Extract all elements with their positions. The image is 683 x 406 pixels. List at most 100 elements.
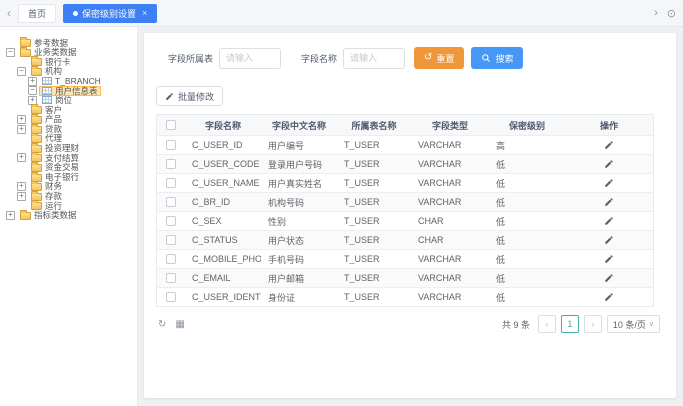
table-row[interactable]: C_USER_CODE 登录用户号码 T_USER VARCHAR 低 (157, 155, 653, 174)
tree-item[interactable]: + 贷款 (2, 123, 135, 134)
folder-icon (31, 142, 42, 153)
tree-item-label: 投资理财 (45, 143, 80, 154)
tree-item[interactable]: 运行 (2, 200, 135, 211)
row-checkbox[interactable] (166, 216, 176, 226)
table-name-cell: T_USER (344, 273, 380, 283)
tree-item[interactable]: + 产品 (2, 114, 135, 125)
tree-item[interactable]: 投资理财 (2, 142, 135, 154)
tree-item[interactable]: + 指标类数据 (2, 209, 135, 221)
expander-icon[interactable]: + (17, 182, 26, 192)
tree-item[interactable]: + T_BRANCH (2, 76, 135, 86)
tree-item-label: 参考数据 (34, 37, 69, 48)
tree-item-label: 财务 (45, 181, 63, 192)
tree-item[interactable]: 参考数据 (2, 37, 135, 48)
table-row[interactable]: C_STATUS 用户状态 T_USER CHAR 低 (157, 231, 653, 250)
folder-icon (20, 46, 31, 57)
page-1-button[interactable]: 1 (560, 315, 579, 333)
tree-item[interactable]: 银行卡 (2, 56, 135, 67)
row-checkbox[interactable] (166, 254, 176, 264)
tree-item-label: 支付结算 (45, 152, 80, 163)
active-tab-dot-icon (73, 10, 79, 16)
row-checkbox[interactable] (166, 273, 176, 283)
chevron-right-icon[interactable]: › (654, 7, 658, 19)
field-type-cell: VARCHAR (418, 140, 462, 150)
row-checkbox[interactable] (166, 292, 176, 302)
chevron-left-icon[interactable]: ‹ (7, 6, 11, 20)
tab-security-level-settings[interactable]: 保密级别设置 × (63, 3, 158, 23)
prev-page-button[interactable]: ‹ (537, 315, 556, 333)
table-row[interactable]: C_SEX 性别 T_USER CHAR 低 (157, 212, 653, 231)
field-name-input[interactable] (343, 47, 406, 69)
tree-item[interactable]: − 业务类数据 (2, 46, 135, 58)
tree-item[interactable]: 代理 (2, 133, 135, 144)
tree-item[interactable]: 客户 (2, 104, 135, 115)
tree-item[interactable]: − 用户信息表 (2, 86, 135, 96)
expander-icon[interactable]: + (17, 153, 26, 163)
field-cn-name-cell: 性别 (268, 216, 287, 227)
row-checkbox[interactable] (166, 235, 176, 245)
tree-item[interactable]: + 岗位 (2, 95, 135, 106)
expander-icon[interactable]: − (6, 47, 15, 57)
security-level-cell: 低 (496, 273, 506, 284)
tree-item[interactable]: 电子银行 (2, 171, 135, 182)
row-checkbox[interactable] (166, 178, 176, 188)
table-row[interactable]: C_USER_ID 用户编号 T_USER VARCHAR 高 (157, 136, 653, 155)
folder-icon (31, 200, 42, 211)
table-row[interactable]: C_USER_IDENTITY 身份证 T_USER VARCHAR 低 (157, 288, 653, 307)
expander-icon[interactable]: − (17, 67, 26, 77)
tree-item[interactable]: − 机构 (2, 66, 135, 77)
expander-icon[interactable]: + (17, 115, 26, 125)
select-all-checkbox[interactable] (166, 120, 176, 130)
edit-icon[interactable] (604, 292, 614, 302)
tree-item[interactable]: + 存款 (2, 190, 135, 202)
tree-item-label: 运行 (45, 200, 63, 211)
field-name-cell: C_BR_ID (192, 197, 231, 207)
table-row[interactable]: C_EMAIL 用户邮箱 T_USER VARCHAR 低 (157, 269, 653, 288)
edit-icon[interactable] (604, 159, 614, 169)
tab-options-icon[interactable]: ⊙ (666, 7, 676, 20)
folder-icon (31, 171, 42, 182)
close-icon[interactable]: × (142, 8, 148, 18)
refresh-icon[interactable]: ↻ (158, 318, 167, 330)
search-button[interactable]: 搜索 (471, 47, 524, 69)
tree-item[interactable]: + 财务 (2, 181, 135, 192)
edit-icon[interactable] (604, 273, 614, 283)
page-size-select[interactable]: 10 条/页 ∨ (606, 315, 660, 333)
row-checkbox[interactable] (166, 140, 176, 150)
table-row[interactable]: C_BR_ID 机构号码 T_USER VARCHAR 低 (157, 193, 653, 212)
batch-edit-button[interactable]: 批量修改 (156, 86, 224, 106)
edit-icon[interactable] (604, 235, 614, 245)
field-type-cell: VARCHAR (418, 273, 462, 283)
expander-icon[interactable]: + (28, 76, 37, 86)
edit-icon[interactable] (604, 197, 614, 207)
row-checkbox[interactable] (166, 197, 176, 207)
field-cn-name-cell: 身份证 (268, 292, 296, 303)
table-footer: ↻ ▦ 共 9 条 ‹ 1 › 10 条/页 ∨ (156, 315, 664, 333)
field-name-cell: C_STATUS (192, 235, 238, 245)
expander-icon[interactable]: + (17, 191, 26, 201)
column-settings-icon[interactable]: ▦ (175, 318, 185, 330)
tab-label: 保密级别设置 (82, 8, 137, 19)
reset-button[interactable]: ↺ 重置 (414, 47, 465, 69)
table-header-row: 字段名称 字段中文名称 所属表名称 字段类型 保密级别 操作 (157, 115, 653, 136)
field-name-cell: C_USER_NAME (192, 178, 260, 188)
edit-icon[interactable] (604, 140, 614, 150)
table-row[interactable]: C_USER_NAME 用户真实姓名 T_USER VARCHAR 低 (157, 174, 653, 193)
edit-icon[interactable] (604, 254, 614, 264)
expander-icon[interactable]: + (17, 124, 26, 134)
security-level-cell: 低 (496, 159, 506, 170)
row-checkbox[interactable] (166, 159, 176, 169)
tree-item[interactable]: + 支付结算 (2, 152, 135, 163)
table-field-input[interactable] (219, 47, 282, 69)
next-page-button[interactable]: › (583, 315, 602, 333)
column-header-field-type: 字段类型 (431, 120, 468, 131)
edit-icon[interactable] (604, 216, 614, 226)
folder-icon (31, 114, 42, 125)
expander-icon[interactable]: − (28, 86, 37, 96)
expander-icon[interactable]: + (28, 95, 37, 105)
tab-home[interactable]: 首页 (18, 3, 57, 23)
expander-icon[interactable]: + (6, 210, 15, 220)
edit-icon[interactable] (604, 178, 614, 188)
tree-item[interactable]: 资金交易 (2, 162, 135, 173)
table-row[interactable]: C_MOBILE_PHONE 手机号码 T_USER VARCHAR 低 (157, 250, 653, 269)
